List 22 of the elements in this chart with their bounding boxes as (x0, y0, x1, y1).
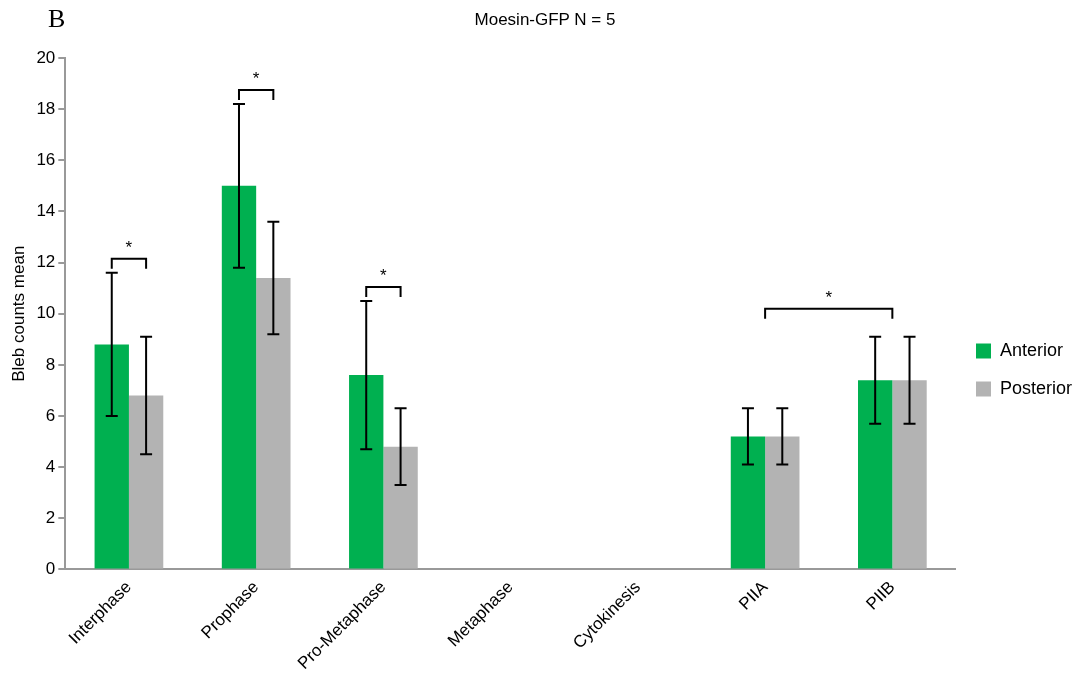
y-axis-title: Bleb counts mean (8, 245, 28, 382)
y-tick-label: 10 (36, 303, 56, 323)
y-tick-label: 8 (45, 354, 56, 374)
y-tick-label: 20 (36, 47, 56, 67)
x-tick-label: PIIB (862, 577, 899, 614)
annotation: * (380, 266, 388, 286)
y-tick-label: 14 (36, 201, 56, 221)
legend-label: Anterior (999, 339, 1064, 360)
y-tick-label: 12 (36, 252, 56, 272)
text: B (48, 4, 66, 34)
annotation: * (125, 237, 133, 257)
x-tick-label: PIIA (735, 576, 772, 614)
y-tick-label: 18 (36, 98, 56, 118)
annotation: * (252, 69, 260, 89)
y-tick-label: 16 (36, 149, 56, 169)
y-tick-label: 6 (45, 405, 56, 425)
y-tick-label: 2 (45, 507, 56, 527)
chart-title: Moesin-GFP N = 5 (474, 10, 616, 29)
y-tick-label: 0 (45, 559, 56, 579)
annotation: * (825, 287, 833, 307)
y-tick-label: 4 (45, 456, 56, 476)
legend-label: Posterior (999, 377, 1073, 398)
